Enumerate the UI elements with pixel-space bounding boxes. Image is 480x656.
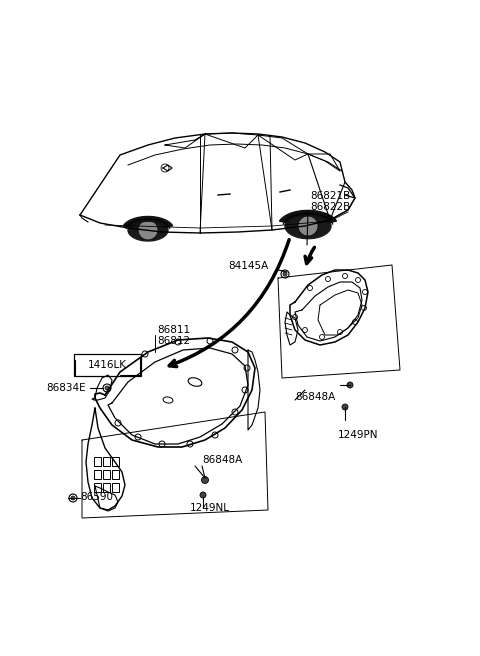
Bar (103, 470, 110, 479)
Circle shape (105, 386, 109, 390)
Text: 86848A: 86848A (295, 392, 335, 402)
Bar (94, 457, 101, 466)
Bar (112, 483, 119, 492)
Text: 1249NL: 1249NL (190, 503, 230, 513)
Bar (112, 457, 119, 466)
Circle shape (71, 496, 75, 500)
Bar (112, 470, 119, 479)
Bar (103, 457, 110, 466)
Text: 1249PN: 1249PN (338, 430, 379, 440)
FancyBboxPatch shape (74, 354, 141, 376)
Circle shape (283, 272, 287, 276)
Text: 86848A: 86848A (202, 455, 242, 465)
Text: 1416LK: 1416LK (87, 360, 127, 370)
Circle shape (342, 404, 348, 410)
Polygon shape (123, 216, 173, 227)
Text: 86811: 86811 (157, 325, 190, 335)
Circle shape (200, 492, 206, 498)
Text: 86821B: 86821B (310, 191, 350, 201)
Circle shape (202, 476, 208, 483)
Circle shape (138, 220, 158, 240)
Bar (94, 470, 101, 479)
Polygon shape (279, 211, 336, 222)
Text: 86590: 86590 (80, 492, 113, 502)
Polygon shape (285, 213, 331, 239)
Polygon shape (128, 219, 168, 241)
Text: 86834E: 86834E (46, 383, 85, 393)
Text: 84145A: 84145A (228, 261, 268, 271)
Text: 86822B: 86822B (310, 202, 350, 212)
Circle shape (298, 216, 318, 236)
Text: 86812: 86812 (157, 336, 190, 346)
Circle shape (347, 382, 353, 388)
Bar (94, 483, 101, 492)
Bar (103, 483, 110, 492)
